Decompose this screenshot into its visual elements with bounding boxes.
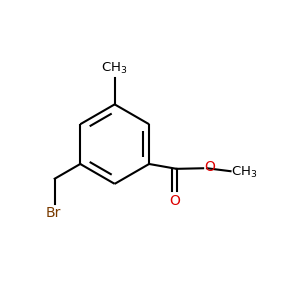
Text: O: O: [169, 194, 180, 208]
Text: CH$_3$: CH$_3$: [231, 164, 258, 180]
Text: O: O: [204, 160, 215, 174]
Text: CH$_3$: CH$_3$: [101, 61, 128, 76]
Text: Br: Br: [46, 206, 61, 220]
